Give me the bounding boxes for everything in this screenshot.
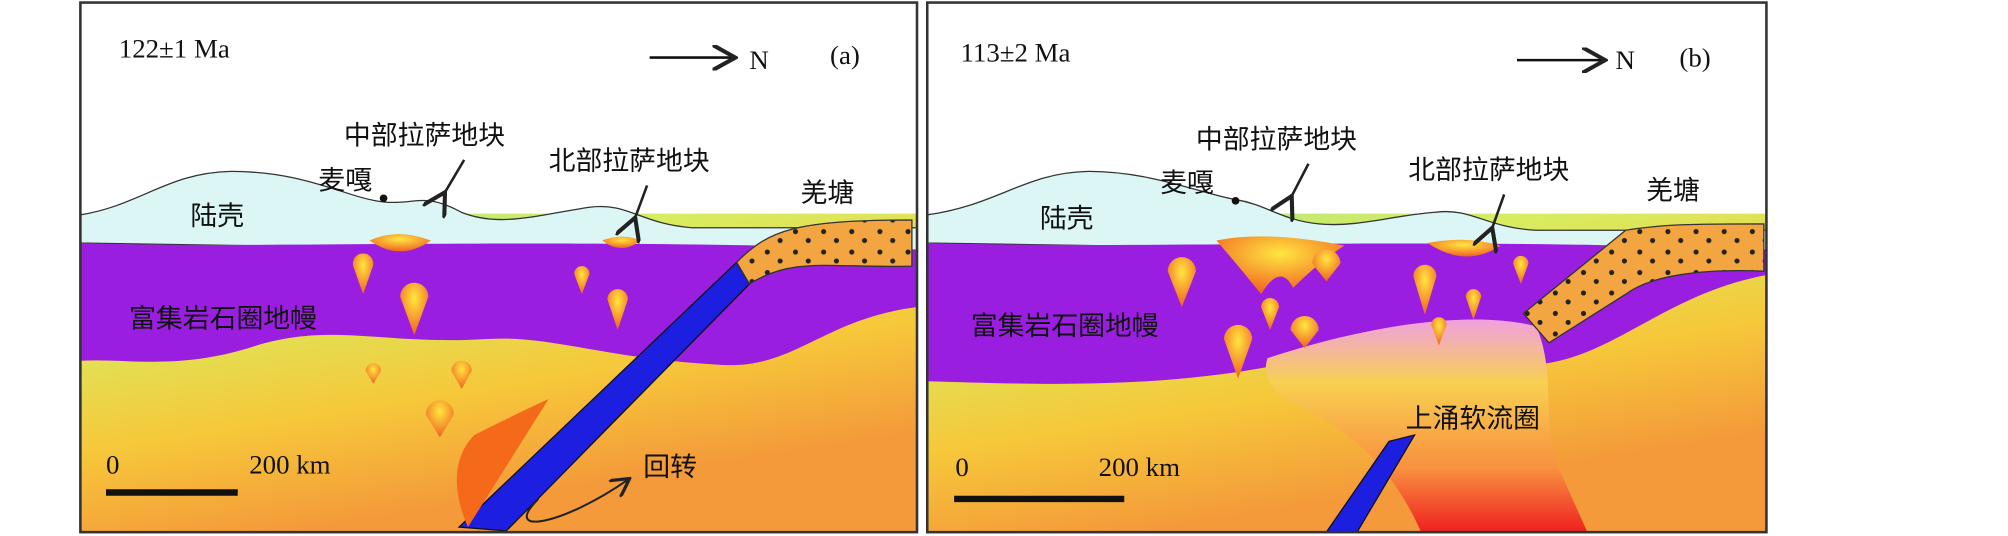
magma — [1290, 315, 1319, 348]
magma — [1167, 257, 1196, 308]
qiangtang-block — [1522, 223, 1765, 344]
magma — [1513, 255, 1529, 284]
region-label: 中部拉萨地块 — [344, 121, 505, 151]
magma — [1312, 249, 1341, 282]
magma — [1224, 324, 1253, 379]
crust-label: 陆壳 — [1040, 204, 1094, 234]
mantle — [927, 243, 1767, 384]
frame — [925, 1, 1768, 534]
pointer — [1491, 194, 1506, 230]
scale-distance: 200 km — [1099, 452, 1180, 482]
magma — [574, 266, 590, 295]
place-label: 麦嘎 — [1160, 168, 1214, 198]
pointer — [444, 159, 466, 195]
magma — [369, 234, 431, 252]
magma — [1413, 264, 1437, 315]
magma — [1465, 289, 1482, 320]
age: 113±2 Ma — [961, 37, 1071, 67]
mantle — [80, 243, 918, 366]
frame — [79, 1, 919, 534]
magma — [607, 289, 628, 331]
scale-zero: 0 — [106, 449, 119, 479]
region-label: 羌塘 — [1646, 176, 1700, 206]
panel-label: (a) — [830, 40, 860, 70]
qiangtang-block — [735, 219, 913, 285]
crust-label: 陆壳 — [190, 201, 244, 231]
magma — [425, 400, 454, 438]
panel-label: (b) — [1679, 43, 1710, 73]
mantle-label: 富集岩石圈地幔 — [129, 303, 317, 333]
mantle-label: 富集岩石圈地幔 — [971, 311, 1159, 341]
place-label: 麦嘎 — [318, 165, 372, 195]
region-label: 北部拉萨地块 — [1408, 155, 1569, 185]
region-label: 羌塘 — [801, 178, 855, 208]
upwelling-asthenosphere — [1265, 319, 1588, 533]
region-label: 北部拉萨地块 — [549, 146, 710, 176]
north: N — [1615, 45, 1634, 75]
north: N — [749, 45, 768, 75]
magma — [1261, 298, 1280, 331]
magma — [1216, 236, 1345, 295]
maga-point — [1231, 197, 1240, 205]
scale-zero: 0 — [955, 452, 968, 482]
age: 122±1 Ma — [119, 34, 230, 64]
magma — [352, 253, 374, 295]
maga-point — [379, 194, 388, 203]
scale-distance: 200 km — [249, 449, 330, 479]
pointer — [1291, 163, 1310, 199]
rollback-arrow — [525, 480, 628, 523]
melt-zone — [456, 399, 549, 528]
process-label: 回转 — [643, 452, 697, 482]
magma — [1431, 317, 1447, 346]
magma — [1167, 236, 1529, 379]
magma — [451, 360, 472, 389]
region-label: 中部拉萨地块 — [1196, 124, 1357, 154]
magma — [400, 282, 429, 336]
panel-a: 122±1 Ma N (a) 中部拉萨地块 麦嘎 北部拉萨地块 羌塘 陆壳 富集… — [79, 1, 919, 534]
process-label: 上涌软流圈 — [1406, 403, 1540, 433]
pointer — [634, 185, 649, 220]
panel-b: 113±2 Ma N (b) 中部拉萨地块 麦嘎 北部拉萨地块 羌塘 陆壳 富集… — [925, 1, 1768, 534]
magma — [365, 363, 382, 384]
